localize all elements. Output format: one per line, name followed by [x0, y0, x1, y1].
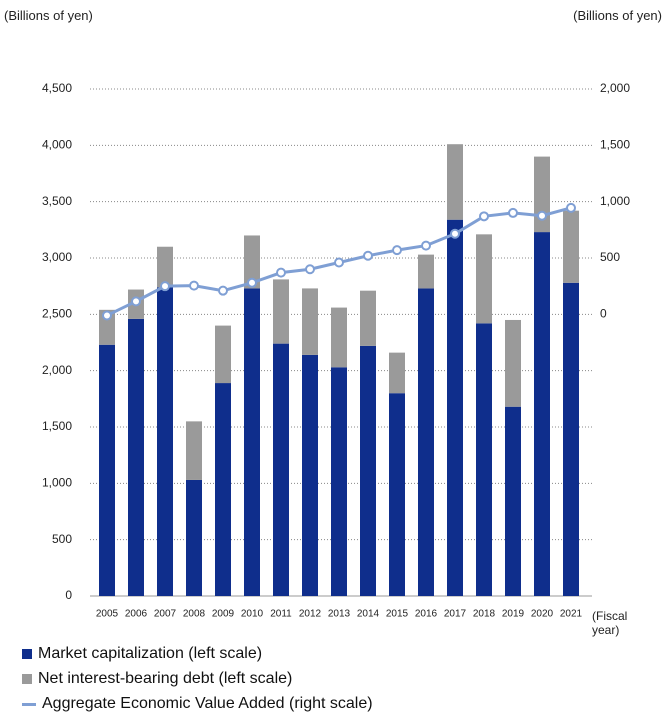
bar: [244, 235, 260, 289]
y-tick-label: 500: [52, 532, 72, 546]
bar: [273, 279, 289, 344]
bar: [389, 352, 405, 394]
bar: [418, 254, 434, 289]
bar: [331, 307, 347, 368]
x-tick-label: 2007: [154, 609, 177, 620]
x-tick-label: 2014: [357, 609, 380, 620]
legend-text: Aggregate Economic Value Added (right sc…: [42, 695, 373, 712]
x-tick-label: 2019: [502, 609, 525, 620]
legend-swatch: [22, 674, 32, 684]
line-marker: [102, 310, 112, 321]
legend-item: Net interest-bearing debt (left scale): [22, 670, 292, 688]
bar: [99, 309, 115, 345]
bar: [331, 367, 347, 596]
legend-swatch: [22, 702, 36, 706]
y-tick-label: 1,000: [42, 476, 72, 490]
line-marker: [479, 211, 489, 222]
x-tick-label: 2010: [241, 609, 264, 620]
y2-tick-label: 0: [600, 307, 607, 321]
y-tick-label: 3,000: [42, 250, 72, 264]
y-tick-label: 4,000: [42, 138, 72, 152]
y2-tick-label: 1,500: [600, 138, 630, 152]
y2-axis-label: (Billions of yen): [573, 8, 662, 23]
y-tick-label: 4,500: [42, 81, 72, 95]
y2-tick-label: 1,000: [600, 194, 630, 208]
bar: [389, 393, 405, 596]
line-marker: [421, 240, 431, 251]
line-marker: [218, 285, 228, 296]
line-marker: [276, 267, 286, 278]
bar: [302, 288, 318, 355]
legend-item: Market capitalization (left scale): [22, 645, 262, 663]
line-marker: [247, 277, 257, 288]
bar: [186, 421, 202, 480]
line-marker: [363, 250, 373, 261]
y-tick-label: 2,000: [42, 363, 72, 377]
x-axis-label: (Fiscal year): [592, 609, 628, 637]
bar: [563, 282, 579, 596]
legend-text: Market capitalization (left scale): [38, 645, 263, 662]
bar: [128, 318, 144, 596]
line-marker: [160, 281, 170, 292]
bar: [534, 232, 550, 596]
bar: [476, 323, 492, 596]
bar: [215, 383, 231, 596]
bar: [563, 210, 579, 283]
bar: [157, 287, 173, 596]
legend-text: Net interest-bearing debt (left scale): [38, 670, 293, 687]
bar: [99, 344, 115, 596]
bar: [505, 319, 521, 407]
y-tick-label: 2,500: [42, 307, 72, 321]
legend-swatch: [22, 649, 32, 659]
y2-tick-label: 2,000: [600, 81, 630, 95]
line-marker: [189, 280, 199, 291]
y-tick-label: 0: [65, 588, 72, 602]
x-tick-label: 2005: [96, 609, 119, 620]
bar: [534, 156, 550, 233]
y-tick-label: 3,500: [42, 194, 72, 208]
line-marker: [566, 202, 576, 213]
bar: [157, 246, 173, 288]
x-tick-label: 2021: [560, 609, 583, 620]
bar: [360, 290, 376, 346]
bar: [447, 219, 463, 596]
x-tick-label: 2009: [212, 609, 235, 620]
y2-tick-label: 500: [600, 250, 620, 264]
chart: 0 500 1,000 1,500 2,000 2,500 3,000 3,500 4,000 4…: [42, 81, 630, 620]
x-tick-label: 2015: [386, 609, 409, 620]
bar: [360, 345, 376, 596]
x-tick-label: 2008: [183, 609, 206, 620]
legend-item: Aggregate Economic Value Added (right sc…: [22, 695, 373, 713]
x-tick-label: 2012: [299, 609, 322, 620]
bar: [215, 325, 231, 384]
line-marker: [537, 210, 547, 221]
bar: [447, 144, 463, 220]
line-marker: [334, 257, 344, 268]
bar: [505, 406, 521, 596]
x-tick-label: 2006: [125, 609, 148, 620]
y-tick-label: 1,500: [42, 419, 72, 433]
bar: [186, 479, 202, 596]
x-tick-label: 2016: [415, 609, 438, 620]
line-marker: [508, 207, 518, 218]
bar: [476, 234, 492, 324]
line-marker: [450, 228, 460, 239]
line-marker: [305, 264, 315, 275]
line-marker: [392, 245, 402, 256]
bar: [418, 288, 434, 596]
x-tick-label: 2011: [270, 609, 292, 620]
bar: [244, 288, 260, 596]
bar: [302, 354, 318, 596]
x-tick-label: 2017: [444, 609, 467, 620]
x-tick-label: 2013: [328, 609, 351, 620]
bar: [273, 343, 289, 596]
x-tick-label: 2020: [531, 609, 554, 620]
y-axis-label: (Billions of yen): [4, 8, 93, 23]
line-marker: [131, 296, 141, 307]
x-tick-label: 2018: [473, 609, 496, 620]
